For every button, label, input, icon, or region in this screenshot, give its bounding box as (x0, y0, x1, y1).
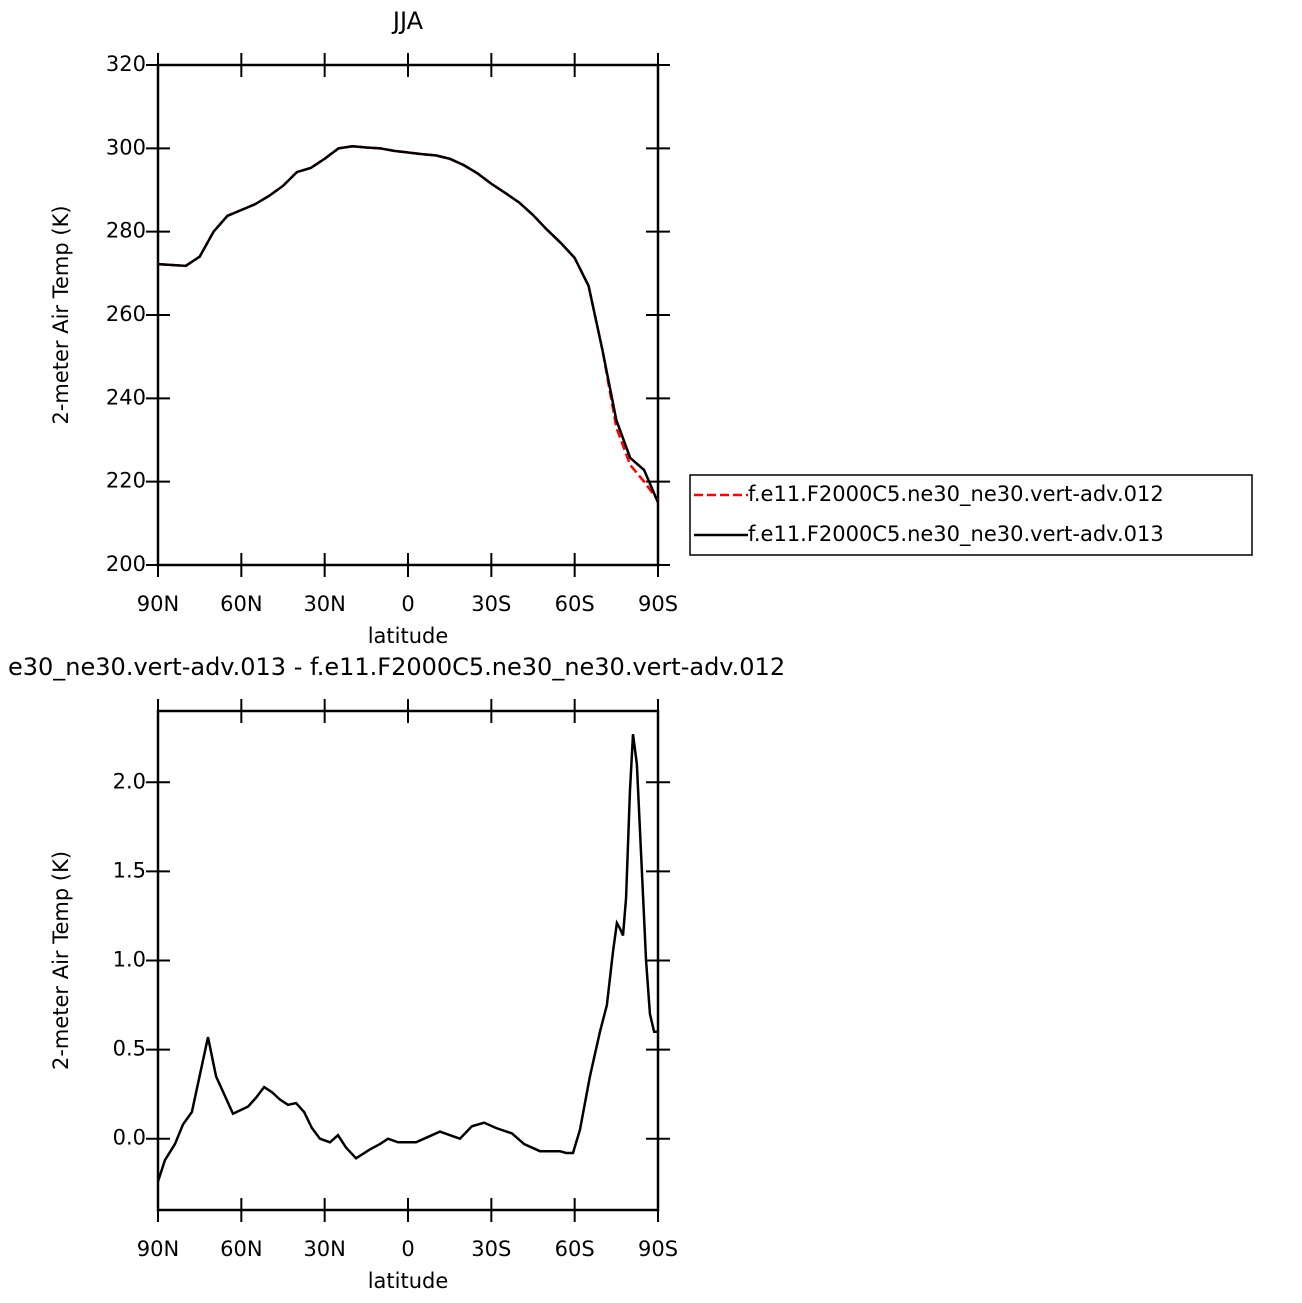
x-axis-title: latitude (368, 624, 449, 648)
y-tick-label: 2.0 (113, 769, 146, 793)
x-tick-label: 90S (638, 1237, 678, 1261)
x-tick-label: 0 (401, 592, 414, 616)
y-tick-label: 1.0 (113, 948, 146, 972)
plot-frame (156, 709, 660, 1212)
legend-box (689, 474, 1253, 556)
x-tick-label: 90S (638, 592, 678, 616)
series-line (157, 144, 660, 503)
x-tick-label: 60N (220, 592, 262, 616)
y-tick-label: 220 (106, 469, 146, 493)
series-line (156, 734, 658, 1182)
y-tick-label: 240 (106, 385, 146, 409)
x-tick-label: 30N (303, 592, 345, 616)
x-tick-label: 30S (471, 1237, 511, 1261)
x-tick-label: 60N (220, 1237, 262, 1261)
x-tick-label: 90N (137, 592, 179, 616)
x-axis-title: latitude (368, 1269, 449, 1293)
series-line (157, 144, 660, 502)
y-axis-title: 2-meter Air Temp (K) (49, 205, 73, 424)
y-axis-title: 2-meter Air Temp (K) (49, 851, 73, 1070)
legend-label: f.e11.F2000C5.ne30_ne30.vert-adv.012 (748, 482, 1164, 507)
plot-frame (156, 63, 660, 567)
x-tick-label: 60S (555, 1237, 595, 1261)
y-tick-label: 260 (106, 302, 146, 326)
y-tick-label: 300 (106, 135, 146, 159)
x-tick-label: 0 (401, 1237, 414, 1261)
y-tick-label: 0.0 (113, 1126, 146, 1150)
legend-label: f.e11.F2000C5.ne30_ne30.vert-adv.013 (748, 522, 1164, 547)
x-tick-label: 90N (137, 1237, 179, 1261)
x-tick-label: 30S (471, 592, 511, 616)
x-tick-label: 60S (555, 592, 595, 616)
x-tick-label: 30N (303, 1237, 345, 1261)
y-tick-label: 280 (106, 219, 146, 243)
y-tick-label: 0.5 (113, 1037, 146, 1061)
y-tick-label: 320 (106, 52, 146, 76)
y-tick-label: 1.5 (113, 858, 146, 882)
chart-title: JJA (391, 7, 424, 35)
y-tick-label: 200 (106, 552, 146, 576)
chart-title: e30_ne30.vert-adv.013 - f.e11.F2000C5.ne… (8, 653, 785, 681)
